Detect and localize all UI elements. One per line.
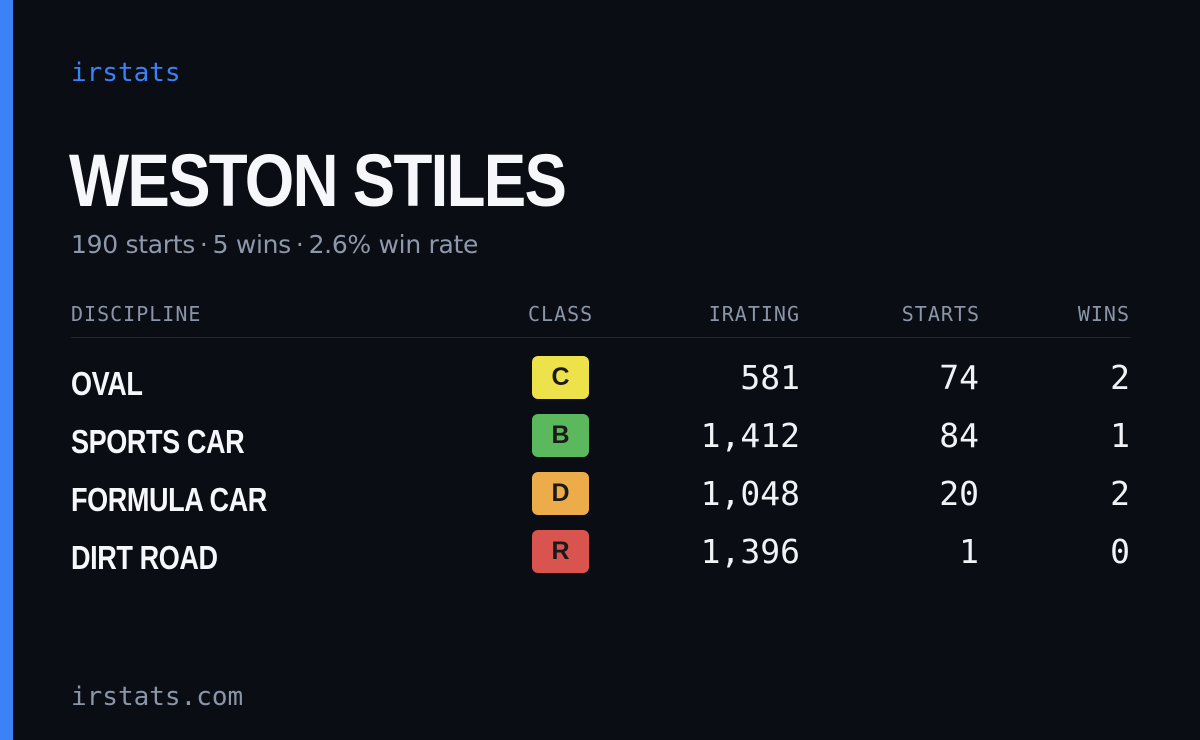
brand-logo: irstats <box>71 58 181 88</box>
header-wins: WINS <box>1077 302 1130 326</box>
row-wins: 2 <box>1110 358 1130 397</box>
summary-separator: · <box>199 230 208 259</box>
summary-wins: 5 wins <box>212 230 292 259</box>
row-wins: 0 <box>1110 532 1130 571</box>
row-irating: 1,048 <box>700 474 800 513</box>
row-discipline: SPORTS CAR <box>71 423 245 460</box>
table-row: SPORTS CAR B 1,412 84 1 <box>71 408 1131 466</box>
accent-bar <box>0 0 13 740</box>
header-discipline: DISCIPLINE <box>71 302 202 326</box>
table-row: DIRT ROAD R 1,396 1 0 <box>71 524 1131 582</box>
row-irating: 581 <box>740 358 800 397</box>
header-class: CLASS <box>528 302 594 326</box>
row-wins: 1 <box>1110 416 1130 455</box>
row-discipline: OVAL <box>71 365 143 402</box>
table-body: OVAL C 581 74 2 SPORTS CAR B 1,412 84 1 … <box>71 338 1131 582</box>
class-badge: R <box>532 530 589 573</box>
table-row: OVAL C 581 74 2 <box>71 350 1131 408</box>
row-discipline: DIRT ROAD <box>71 539 218 576</box>
table-row: FORMULA CAR D 1,048 20 2 <box>71 466 1131 524</box>
table-header: DISCIPLINE CLASS IRATING STARTS WINS <box>71 297 1131 338</box>
row-irating: 1,396 <box>700 532 800 571</box>
row-starts: 20 <box>939 474 979 513</box>
summary-separator: · <box>295 230 304 259</box>
row-wins: 2 <box>1110 474 1130 513</box>
row-irating: 1,412 <box>700 416 800 455</box>
driver-summary: 190 starts · 5 wins · 2.6% win rate <box>71 228 478 262</box>
header-irating: IRATING <box>708 302 800 326</box>
header-starts: STARTS <box>901 302 980 326</box>
row-discipline: FORMULA CAR <box>71 481 267 518</box>
summary-win-rate: 2.6% win rate <box>308 230 479 259</box>
row-starts: 84 <box>939 416 979 455</box>
row-starts: 74 <box>939 358 979 397</box>
summary-starts: 190 starts <box>71 230 195 259</box>
driver-name: WESTON STILES <box>69 139 567 222</box>
class-badge: B <box>532 414 589 457</box>
class-badge: C <box>532 356 589 399</box>
license-table: DISCIPLINE CLASS IRATING STARTS WINS OVA… <box>71 297 1131 582</box>
footer-url-link[interactable]: irstats.com <box>71 682 244 712</box>
row-starts: 1 <box>959 532 979 571</box>
class-badge: D <box>532 472 589 515</box>
